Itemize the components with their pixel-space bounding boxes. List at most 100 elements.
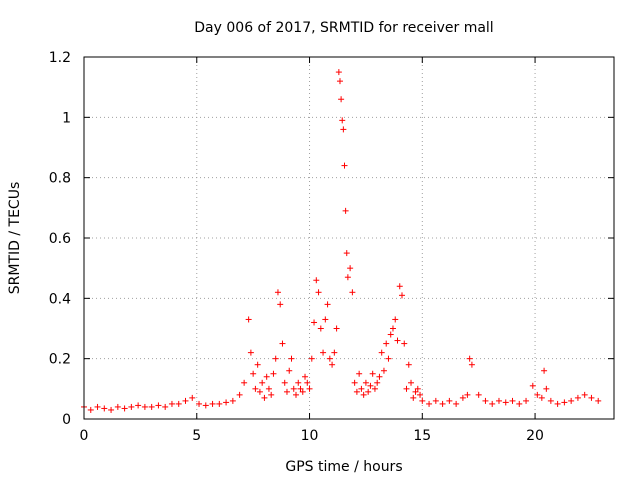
- data-point: [326, 355, 333, 362]
- data-point: [358, 385, 365, 392]
- data-point: [489, 400, 496, 407]
- data-point: [595, 397, 602, 404]
- y-tick-label: 0.6: [49, 231, 71, 247]
- data-point: [189, 394, 196, 401]
- data-point: [168, 400, 175, 407]
- data-point: [259, 379, 266, 386]
- data-point: [320, 349, 327, 356]
- data-point: [554, 400, 561, 407]
- data-point: [574, 394, 581, 401]
- data-point: [356, 370, 363, 377]
- data-point: [405, 361, 412, 368]
- data-point: [547, 397, 554, 404]
- data-point: [581, 391, 588, 398]
- data-point: [341, 162, 348, 169]
- data-point: [342, 207, 349, 214]
- data-point: [516, 400, 523, 407]
- data-point: [223, 399, 230, 406]
- data-point: [268, 391, 275, 398]
- data-point: [295, 379, 302, 386]
- data-point: [401, 340, 408, 347]
- data-point: [216, 400, 223, 407]
- data-point: [338, 96, 345, 103]
- y-tick-label: 0: [62, 412, 71, 428]
- data-point: [272, 355, 279, 362]
- data-point: [175, 400, 182, 407]
- data-point: [403, 385, 410, 392]
- axis-ticks: 0 5 10 15 20 0 0.2 0.4 0.6 0.8 1 1.2: [49, 50, 614, 444]
- data-point: [290, 385, 297, 392]
- data-point: [534, 391, 541, 398]
- data-point: [495, 397, 502, 404]
- data-point: [279, 340, 286, 347]
- data-point: [274, 289, 281, 296]
- data-point: [468, 361, 475, 368]
- gridlines: [84, 57, 614, 419]
- x-axis-label: GPS time / hours: [285, 459, 402, 475]
- x-tick-label: 15: [413, 428, 431, 444]
- data-point: [353, 388, 360, 395]
- data-point: [286, 367, 293, 374]
- data-point: [281, 379, 288, 386]
- data-point: [543, 385, 550, 392]
- data-point: [308, 355, 315, 362]
- data-point: [135, 402, 142, 409]
- data-point: [317, 325, 324, 332]
- data-point: [311, 319, 318, 326]
- data-point: [541, 367, 548, 374]
- data-point: [101, 405, 108, 412]
- data-point: [343, 250, 350, 257]
- data-point: [340, 126, 347, 133]
- data-point: [529, 382, 536, 389]
- data-point: [202, 402, 209, 409]
- data-point: [306, 385, 313, 392]
- data-point: [254, 361, 261, 368]
- data-point: [432, 397, 439, 404]
- data-point: [561, 399, 568, 406]
- data-point: [502, 399, 509, 406]
- x-tick-label: 0: [80, 428, 89, 444]
- data-point: [336, 78, 343, 85]
- data-point: [324, 301, 331, 308]
- data-point: [475, 391, 482, 398]
- data-point: [329, 361, 336, 368]
- data-point: [347, 265, 354, 272]
- data-point: [482, 397, 489, 404]
- data-point: [369, 370, 376, 377]
- data-point: [270, 370, 277, 377]
- data-point: [568, 397, 575, 404]
- data-point: [209, 400, 216, 407]
- data-point: [392, 316, 399, 323]
- data-point: [315, 289, 322, 296]
- data-point: [108, 406, 115, 413]
- data-point: [419, 397, 426, 404]
- data-point: [464, 391, 471, 398]
- data-point: [302, 373, 309, 380]
- x-tick-label: 5: [192, 428, 201, 444]
- data-point: [362, 379, 369, 386]
- data-point: [466, 355, 473, 362]
- data-point: [87, 406, 94, 413]
- data-point: [351, 379, 358, 386]
- data-point: [417, 391, 424, 398]
- data-point: [408, 379, 415, 386]
- y-tick-label: 0.4: [49, 291, 71, 307]
- data-point: [128, 403, 135, 410]
- data-point: [304, 379, 311, 386]
- data-point: [247, 349, 254, 356]
- data-point: [94, 403, 101, 410]
- data-point: [538, 394, 545, 401]
- data-point: [414, 385, 421, 392]
- data-point: [509, 397, 516, 404]
- data-point: [371, 385, 378, 392]
- data-point: [396, 283, 403, 290]
- x-tick-label: 20: [526, 428, 544, 444]
- data-point: [385, 355, 392, 362]
- y-tick-label: 1: [62, 110, 71, 126]
- data-point: [383, 340, 390, 347]
- data-point: [148, 403, 155, 410]
- data-point: [399, 292, 405, 299]
- data-point: [196, 400, 203, 407]
